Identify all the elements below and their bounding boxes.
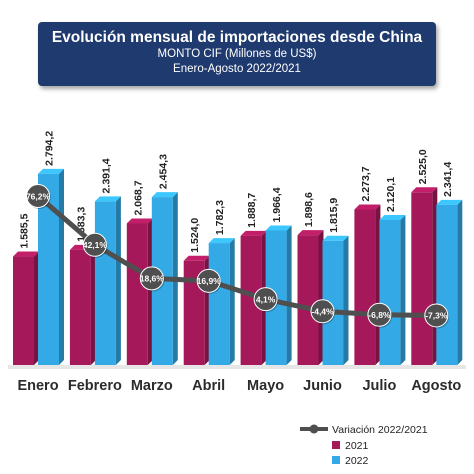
bar-2022-junio-side: [343, 235, 349, 365]
variation-label: 76,2%: [26, 191, 51, 201]
bar-2021-julio-top: [354, 204, 381, 210]
bar-2021-junio: [297, 235, 319, 365]
chart-title-box: Evolución mensual de importaciones desde…: [38, 22, 436, 86]
chart-title: Evolución mensual de importaciones desde…: [51, 29, 423, 46]
value-label-2021-abril: 1.524,0: [189, 218, 201, 253]
bar-2022-mayo-side: [286, 225, 292, 365]
variation-point-agosto: -7,3%: [424, 303, 449, 329]
value-label-2022-enero: 2.794,2: [44, 131, 56, 166]
variation-point-mayo: 4,1%: [253, 287, 279, 313]
value-label-2021-agosto: 2.525,0: [417, 149, 429, 184]
bar-2021-febrero-side: [90, 244, 96, 365]
category-label-agosto: Agosto: [411, 378, 461, 394]
bar-2021-enero-side: [34, 251, 39, 365]
bar-2022-junio-top: [322, 235, 349, 241]
variation-point-marzo: 18,6%: [139, 266, 165, 292]
bar-2022-febrero: [94, 201, 116, 365]
bar-2022-julio: [379, 219, 401, 365]
bar-2021-marzo: [126, 223, 148, 365]
bar-2022-mayo-top: [265, 225, 292, 231]
value-label-2022-julio: 2.120,1: [385, 177, 397, 212]
bar-2022-enero-top: [38, 168, 64, 174]
bar-2022-agosto: [436, 204, 458, 365]
value-label-2021-mayo: 1.888,7: [246, 193, 258, 228]
variation-label: -7,3%: [425, 311, 448, 321]
legend-line-marker: [309, 424, 319, 434]
bar-2022-marzo-top: [151, 192, 178, 198]
variation-point-julio: -6,8%: [367, 302, 393, 328]
category-label-abril: Abril: [192, 378, 225, 394]
variation-point-enero: 76,2%: [26, 184, 51, 210]
bar-2021-abril-top: [183, 255, 210, 261]
variation-label: 18,6%: [140, 274, 165, 284]
bar-2022-abril: [208, 243, 230, 365]
bar-2022-agosto-side: [457, 199, 463, 365]
bar-2022-febrero-side: [115, 196, 121, 365]
legend-label-2021: 2021: [345, 440, 369, 452]
bar-2021-febrero: [69, 249, 91, 365]
bar-2021-junio-top: [297, 230, 324, 236]
value-label-2022-marzo: 2.454,3: [157, 154, 169, 189]
value-label-2022-abril: 1.782,3: [214, 200, 226, 235]
bar-2021-enero-top: [13, 251, 39, 257]
value-label-2021-enero: 1.585,5: [19, 213, 31, 248]
bar-2021-agosto: [411, 192, 433, 365]
value-label-2022-mayo: 1.966,4: [271, 187, 283, 222]
variation-marker: [139, 266, 164, 291]
variation-label: 16,9%: [197, 276, 222, 286]
chart-period: Enero-Agosto 2022/2021: [173, 63, 301, 75]
variation-label: -6,8%: [368, 310, 391, 320]
variation-marker: [26, 184, 50, 209]
variation-point-junio: -4,4%: [310, 299, 336, 325]
value-label-2021-marzo: 2.068,7: [132, 180, 144, 215]
bar-2021-marzo-top: [126, 218, 153, 224]
legend: Variación 2022/2021 2021 2022: [300, 424, 428, 467]
legend-label-2022: 2022: [345, 455, 369, 467]
legend-label-variation: Variación 2022/2021: [332, 424, 428, 436]
bar-2021-mayo-top: [240, 230, 267, 236]
bar-2022-junio: [322, 240, 344, 365]
chart-subtitle: MONTO CIF (Millones de US$): [157, 48, 317, 60]
value-label-2022-junio: 1.815,9: [328, 198, 340, 233]
category-label-junio: Junio: [303, 378, 342, 394]
floor-shadow: [8, 365, 466, 369]
bar-2021-agosto-top: [411, 187, 438, 193]
variation-marker: [424, 303, 449, 328]
category-label-mayo: Mayo: [247, 378, 284, 394]
category-label-julio: Julio: [362, 378, 396, 394]
legend-swatch-2021: [332, 441, 340, 449]
variation-marker: [310, 299, 335, 324]
variation-marker: [196, 268, 221, 293]
variation-label: 4,1%: [256, 294, 276, 304]
bar-2022-abril-side: [229, 238, 235, 365]
variation-label: 42,1%: [83, 240, 108, 250]
legend-swatch-2022: [332, 456, 340, 464]
category-label-enero: Enero: [17, 378, 58, 394]
variation-point-febrero: 42,1%: [82, 232, 108, 258]
bar-2022-agosto-top: [436, 199, 463, 205]
bar-2022-enero: [38, 173, 59, 365]
bar-2021-enero: [13, 256, 34, 365]
value-label-2022-agosto: 2.341,4: [442, 162, 454, 197]
variation-marker: [253, 287, 278, 312]
bar-2021-julio: [354, 209, 376, 365]
variation-label: -4,4%: [311, 307, 334, 317]
bar-2022-abril-top: [208, 238, 235, 244]
value-label-2022-febrero: 2.391,4: [100, 158, 112, 193]
bar-2022-julio-top: [379, 214, 406, 220]
bar-2021-mayo: [240, 235, 262, 365]
bar-2022-enero-side: [59, 168, 64, 365]
bar-2022-julio-side: [400, 214, 406, 365]
value-label-2021-julio: 2.273,7: [360, 166, 372, 201]
category-label-marzo: Marzo: [131, 378, 173, 394]
bar-2021-marzo-side: [147, 218, 153, 365]
variation-point-abril: 16,9%: [196, 268, 222, 294]
variation-marker: [82, 232, 107, 257]
bar-2022-febrero-top: [94, 196, 121, 202]
category-label-febrero: Febrero: [68, 378, 122, 394]
value-label-2021-junio: 1.898,6: [303, 192, 315, 227]
bar-2021-junio-side: [318, 230, 324, 365]
variation-marker: [367, 302, 392, 327]
